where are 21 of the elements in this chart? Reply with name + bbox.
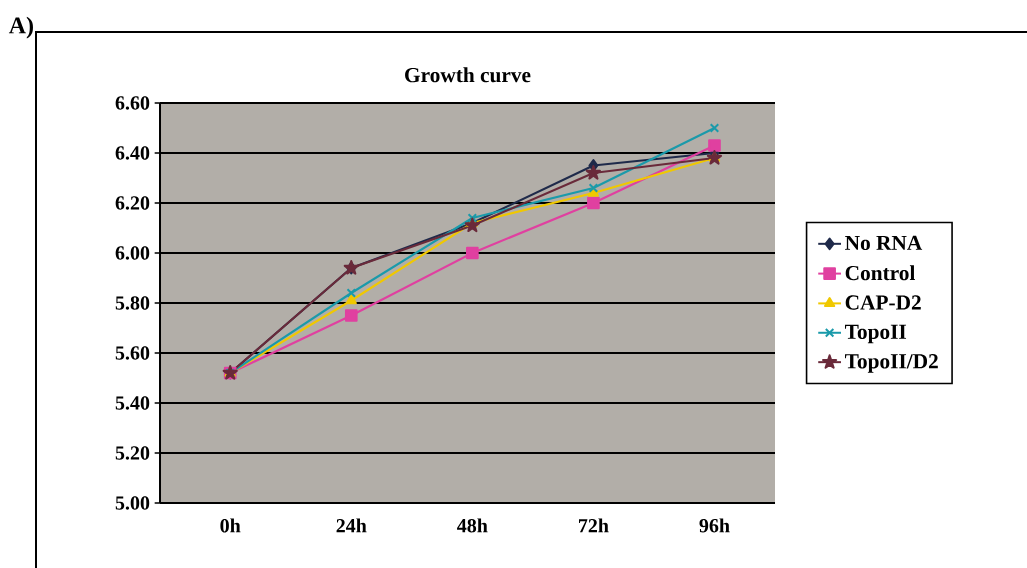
y-tick-label: 6.00 — [115, 246, 150, 260]
legend-label: CAP-D2 — [845, 295, 921, 310]
x-tick-label: 96h — [699, 518, 730, 533]
y-tick-label: 5.80 — [115, 296, 150, 310]
x-tick-label: 72h — [579, 518, 609, 533]
y-tick-label: 5.00 — [115, 496, 150, 510]
x-tick-label: 24h — [336, 518, 367, 533]
x-tick-label: 48h — [457, 518, 488, 533]
y-tick-label: 6.60 — [115, 96, 150, 110]
y-tick-label: 5.60 — [115, 346, 150, 360]
legend-label: Control — [845, 265, 916, 281]
x-tick-label: 0h — [220, 518, 241, 533]
y-tick-label: 6.20 — [115, 196, 150, 210]
y-tick-label: 6.40 — [115, 146, 150, 160]
y-tick-label: 5.40 — [115, 396, 150, 410]
legend-label: TopoII/D2 — [844, 354, 938, 373]
y-tick-label: 5.20 — [115, 446, 150, 460]
text: A) — [8, 16, 33, 39]
chart-title: Growth curve — [405, 67, 531, 83]
legend-label: No RNA — [845, 235, 923, 251]
legend-label: TopoII — [844, 324, 907, 344]
